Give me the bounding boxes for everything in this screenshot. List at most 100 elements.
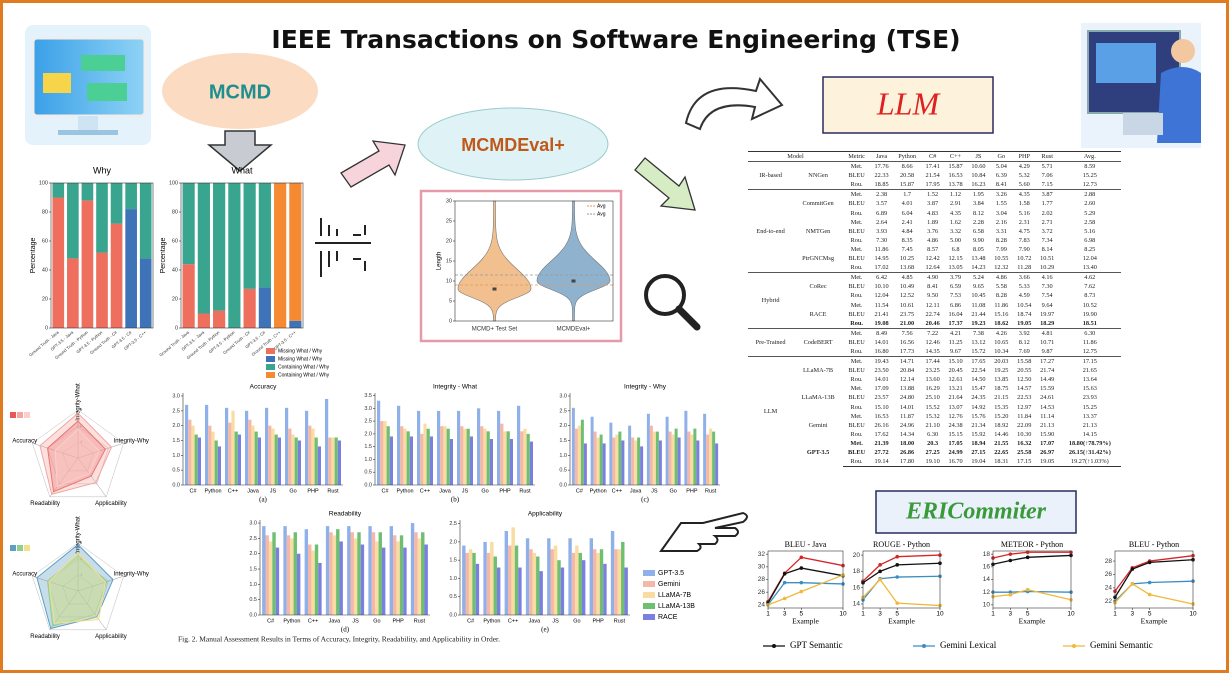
x-tick-label: Java: [247, 488, 260, 494]
median-marker: [571, 279, 576, 283]
value-cell: 7.22: [921, 327, 945, 338]
down-arrow: [206, 130, 274, 172]
bar: [575, 545, 579, 615]
bar: [389, 436, 393, 485]
x-tick-label: JS: [352, 618, 359, 624]
y-tick-label: 2.0: [559, 423, 567, 429]
point: [1147, 560, 1152, 565]
value-cell: 18.29: [1040, 319, 1055, 327]
bar: [311, 550, 315, 615]
value-cell: 2.58: [1084, 218, 1096, 226]
llm-box: [822, 76, 994, 134]
value-cell: 18.92: [994, 421, 1009, 429]
value-cell: 12.32: [994, 264, 1009, 272]
y-tick-label: 1.5: [559, 438, 567, 444]
axis-label: Accuracy: [12, 438, 37, 444]
value-cell: 18.62: [994, 319, 1009, 327]
value-cell: 27.72: [874, 449, 889, 456]
value-cell: 15.72: [971, 347, 986, 355]
value-cell: 13.40: [1082, 264, 1097, 272]
model-cell: CommitGen: [793, 189, 844, 218]
bar: [237, 434, 241, 485]
bar: [393, 535, 397, 615]
metric-cell: BLEU: [848, 255, 865, 263]
table-row: BLEU 3.57 4.01 3.87 2.91 3.84 1.55 1.58 1.77 2.60: [748, 199, 1121, 208]
metric-cell: Met.: [850, 301, 863, 309]
table-row: BLEU 14.95 10.25 12.42 12.15 13.48 10.55 10.72 1…: [748, 254, 1121, 263]
value-cell: 3.72: [1041, 227, 1053, 235]
value-cell: 17.73: [900, 347, 915, 355]
value-cell: 22.54: [971, 367, 986, 375]
legend-marker: [772, 644, 776, 648]
value-cell: 11.86: [874, 245, 889, 253]
x-tick-label: Rust: [327, 488, 339, 494]
value-cell: 21.13: [1082, 421, 1097, 429]
table-row: BLEU 21.41 23.75 22.74 16.04 21.44 15.16 18.74 1…: [748, 310, 1121, 319]
bar: [560, 567, 565, 615]
value-cell: 7.38: [967, 327, 990, 338]
metric-cell: Met.: [843, 356, 871, 367]
series-line: [862, 562, 941, 584]
value-cell: 4.86: [989, 272, 1013, 283]
point: [878, 569, 882, 574]
value-cell: 14.23: [971, 264, 986, 272]
bar: [360, 544, 365, 615]
bar: [347, 526, 351, 615]
y-tick-label: 3.0: [364, 406, 372, 412]
bar: [603, 563, 607, 615]
value-cell: 27.15: [971, 449, 986, 456]
value-cell: 9.64: [1041, 301, 1053, 309]
x-tick-label: 1: [766, 611, 770, 618]
value-cell: 12.64: [925, 264, 940, 272]
value-cell: 16.23: [971, 181, 986, 189]
bar: [526, 433, 530, 485]
value-cell: 17.44: [921, 356, 945, 367]
bar-segment: [96, 252, 108, 328]
y-tick-label: 100: [169, 180, 178, 186]
value-cell: 16.56: [900, 338, 915, 346]
bar: [539, 571, 543, 615]
bar: [658, 440, 662, 485]
bar: [197, 437, 201, 485]
point: [1147, 592, 1152, 597]
value-cell: 14.01: [874, 338, 889, 346]
x-tick-label: 10: [839, 611, 847, 618]
y-tick-label: 12: [983, 589, 991, 596]
value-cell: 21.65: [1082, 367, 1097, 375]
bar: [332, 535, 337, 615]
bar-segment: [243, 288, 256, 328]
value-cell: 8.49: [870, 327, 894, 338]
bar: [325, 398, 329, 485]
y-tick-label: 3.0: [249, 521, 257, 527]
bar: [375, 541, 379, 615]
value-cell: 20.45: [948, 367, 963, 375]
bar: [504, 530, 509, 615]
bar: [649, 425, 653, 485]
x-tick-label: C#: [381, 488, 389, 494]
y-tick-label: 0: [45, 325, 48, 331]
x-tick-label: Go: [481, 488, 488, 494]
value-cell: 25.58: [1017, 449, 1032, 456]
value-cell: 10.84: [971, 172, 986, 180]
bar: [251, 425, 255, 485]
y-tick-label: 2.5: [249, 536, 257, 542]
bar: [350, 532, 354, 615]
value-cell: 15.92: [971, 430, 986, 438]
value-cell: 1.52: [921, 189, 945, 200]
value-cell: 13.48: [971, 255, 986, 263]
value-cell: 10.25: [900, 255, 915, 263]
value-cell: 10.71: [1040, 338, 1055, 346]
point: [895, 563, 900, 567]
y-tick-label: 0.0: [249, 612, 257, 618]
x-tick-label: C#: [467, 618, 475, 624]
metric-cell: Rou.: [850, 403, 863, 411]
value-cell: 17.62: [874, 430, 889, 438]
value-cell: 10.54: [1017, 301, 1032, 309]
bar-segment: [139, 258, 152, 328]
value-cell: 10.51: [1040, 255, 1055, 263]
point: [1130, 567, 1135, 571]
y-tick-label: 40: [172, 267, 178, 273]
value-cell: 6.59: [950, 283, 962, 291]
value-cell: 18.74: [1017, 310, 1032, 318]
mcmdeval-label: MCMDEval+: [461, 135, 565, 155]
